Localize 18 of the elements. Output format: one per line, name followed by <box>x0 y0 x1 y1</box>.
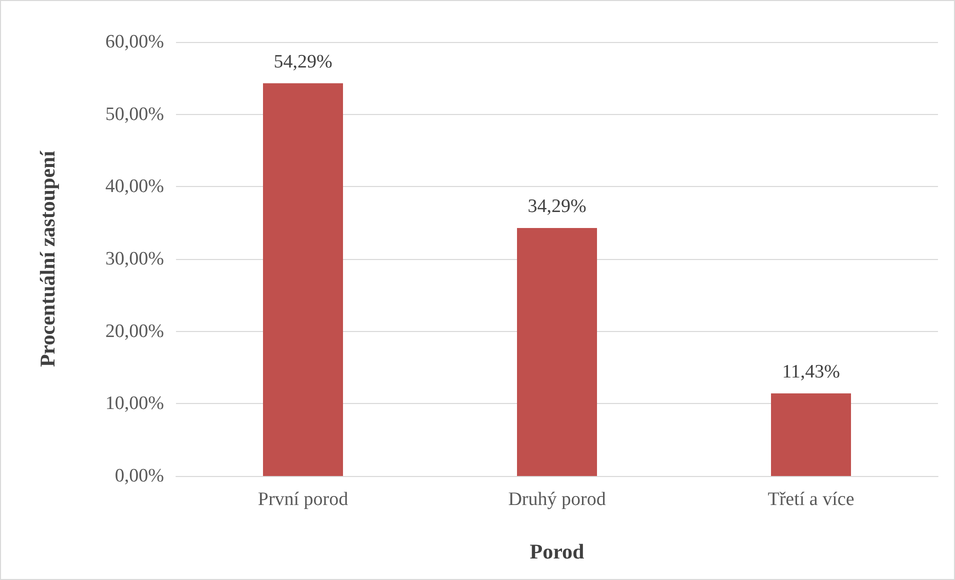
x-axis-title: Porod <box>530 540 585 564</box>
x-tick-label: Třetí a více <box>768 489 854 510</box>
bar <box>771 393 851 476</box>
bar <box>517 228 597 476</box>
y-tick-label: 0,00% <box>114 466 164 486</box>
y-tick-label: 50,00% <box>105 104 164 125</box>
x-tick-label: První porod <box>258 489 349 510</box>
y-axis-title: Procentuální zastoupení <box>36 150 60 368</box>
y-tick-label: 40,00% <box>105 176 164 198</box>
data-label: 54,29% <box>274 51 332 72</box>
y-tick-label: 20,00% <box>105 320 164 342</box>
bar <box>263 83 343 476</box>
x-tick-label: Druhý porod <box>508 489 606 510</box>
y-tick-label: 30,00% <box>105 248 164 270</box>
data-label: 11,43% <box>782 361 840 382</box>
y-tick-label: 60,00% <box>105 32 164 52</box>
data-label: 34,29% <box>528 196 586 217</box>
y-tick-label: 10,00% <box>105 393 164 414</box>
